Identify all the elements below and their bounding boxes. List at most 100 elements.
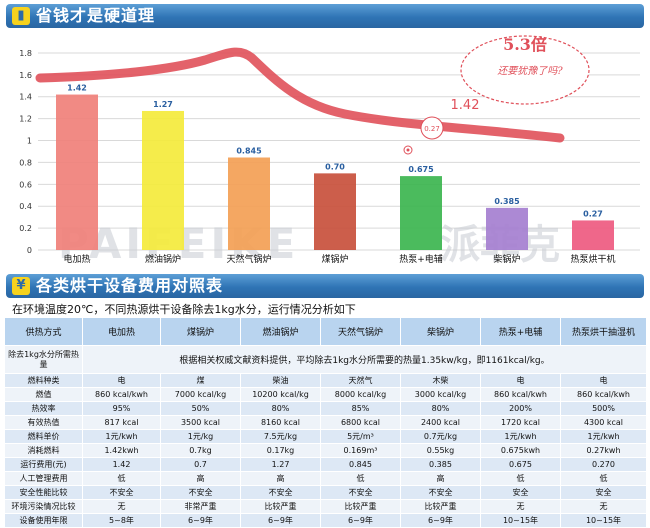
table-cell: 0.7 [160, 457, 241, 472]
table-cell: 不安全 [320, 485, 401, 500]
table-header-cell: 柴锅炉 [400, 317, 481, 346]
table-cell: 高 [400, 471, 481, 486]
y-tick-label: 0.4 [19, 202, 32, 211]
row-label: 燃值 [4, 387, 83, 402]
table-row: 消耗燃料 1.42kwh 0.7kg 0.17kg 0.169m³ 0.55kg 0.675… [4, 443, 647, 458]
y-tick-label: 0.8 [19, 158, 32, 167]
chart-icon: ▮ [12, 7, 30, 25]
bar-value-label: 0.27 [583, 209, 603, 218]
table-cell: 1.42kwh [82, 443, 161, 458]
bar [572, 220, 614, 250]
bar [314, 173, 356, 250]
bar-value-label: 1.42 [67, 84, 87, 93]
table-cell: 0.17kg [240, 443, 321, 458]
table-cell: 6~9年 [160, 513, 241, 528]
bar [56, 94, 98, 251]
table-cell: 200% [480, 401, 561, 416]
y-tick-label: 0 [27, 246, 32, 255]
row-label: 运行费用(元) [4, 457, 83, 472]
row-label: 燃料单价 [4, 429, 83, 444]
table-cell: 80% [400, 401, 481, 416]
table-cell: 无 [82, 499, 161, 514]
value-labels: 1.42 1.27 0.845 0.70 0.675 0.385 0.27 [67, 84, 603, 219]
note-label: 除去1kg水分所需热量 [4, 345, 83, 374]
table-cell: 3000 kcal/kg [400, 387, 481, 402]
y-tick-label: 1.8 [19, 49, 32, 58]
table-cell: 不安全 [82, 485, 161, 500]
row-label: 消耗燃料 [4, 443, 83, 458]
table-cell: 6800 kcal [320, 415, 401, 430]
table-header-cell: 燃油锅炉 [240, 317, 321, 346]
bar [228, 157, 270, 250]
table-cell: 6~9年 [240, 513, 321, 528]
table-cell: 1元/kwh [82, 429, 161, 444]
y-tick-label: 0.6 [19, 180, 32, 189]
table-cell: 电 [560, 373, 647, 388]
table-cell: 安全 [560, 485, 647, 500]
y-axis-ticks: 0 0.2 0.4 0.6 0.8 1 1.2 1.4 1.6 1.8 [19, 49, 32, 255]
multiple-annotation: 5.3倍 [503, 35, 547, 54]
table-cell: 5~8年 [82, 513, 161, 528]
row-label: 安全性能比较 [4, 485, 83, 500]
table-cell: 5元/m³ [320, 429, 401, 444]
table-row: 燃值 860 kcal/kwh 7000 kcal/kg 10200 kcal/kg 8… [4, 387, 647, 402]
table-cell: 高 [160, 471, 241, 486]
table-cell: 低 [560, 471, 647, 486]
table-cell: 无 [480, 499, 561, 514]
bars [56, 94, 614, 251]
yen-icon: ¥ [12, 277, 30, 295]
bar [400, 176, 442, 250]
table-caption: 在环境温度20℃，不同热源烘干设备除去1kg水分，运行情况分析如下 [12, 303, 356, 316]
table-cell: 不安全 [400, 485, 481, 500]
row-label: 热效率 [4, 401, 83, 416]
table-cell: 柴油 [240, 373, 321, 388]
table-cell: 0.55kg [400, 443, 481, 458]
table-cell: 高 [240, 471, 321, 486]
curve-start-label: 1.42 [451, 98, 480, 113]
table-row: 安全性能比较 不安全 不安全 不安全 不安全 不安全 安全 安全 [4, 485, 647, 500]
handwritten-annotation: 还要犹豫了吗? [497, 65, 563, 77]
table-cell: 95% [82, 401, 161, 416]
bar-value-label: 0.70 [325, 162, 345, 171]
category-label: 电加热 [63, 253, 90, 265]
chart-section-header: ▮ 省钱才是硬道理 [6, 4, 644, 28]
table-cell: 1720 kcal [480, 415, 561, 430]
table-cell: 0.7元/kg [400, 429, 481, 444]
row-label: 燃料种类 [4, 373, 83, 388]
table-cell: 0.27kwh [560, 443, 647, 458]
table-cell: 不安全 [160, 485, 241, 500]
table-cell: 比较严重 [240, 499, 321, 514]
table-cell: 安全 [480, 485, 561, 500]
table-header-cell: 天然气锅炉 [320, 317, 401, 346]
table-cell: 860 kcal/kwh [560, 387, 647, 402]
multiple-callout [460, 35, 590, 105]
table-cell: 860 kcal/kwh [82, 387, 161, 402]
table-cell: 6~9年 [320, 513, 401, 528]
table-cell: 10~15年 [560, 513, 647, 528]
note-text: 根据相关权威文献资料提供，平均除去1kg水分所需要的热量1.35kw/kg，即1… [82, 345, 647, 374]
curve-end-marker [420, 116, 444, 140]
table-cell: 7000 kcal/kg [160, 387, 241, 402]
table-header-cell: 电加热 [82, 317, 161, 346]
table-section-header: ¥ 各类烘干设备费用对照表 [6, 274, 644, 298]
table-cell: 0.845 [320, 457, 401, 472]
table-cell: 817 kcal [82, 415, 161, 430]
table-cell: 80% [240, 401, 321, 416]
table-cell: 2400 kcal [400, 415, 481, 430]
table-row: 人工管理费用低高高低高低低 [4, 471, 647, 486]
row-label: 人工管理费用 [4, 471, 83, 486]
bar-value-label: 1.27 [153, 100, 173, 109]
table-header-cell: 热泵烘干抽湿机 [560, 317, 647, 346]
category-label: 天然气锅炉 [226, 253, 271, 265]
table-cell: 7.5元/kg [240, 429, 321, 444]
row-label: 有效热值 [4, 415, 83, 430]
table-cell: 500% [560, 401, 647, 416]
table-cell: 8000 kcal/kg [320, 387, 401, 402]
table-note-row: 除去1kg水分所需热量 根据相关权威文献资料提供，平均除去1kg水分所需要的热量1… [4, 345, 647, 374]
table-cell: 不安全 [240, 485, 321, 500]
table-cell: 无 [560, 499, 647, 514]
table-section-title: 各类烘干设备费用对照表 [36, 276, 224, 295]
table-cell: 非常严重 [160, 499, 241, 514]
category-label: 柴锅炉 [493, 253, 520, 265]
row-label: 设备使用年限 [4, 513, 83, 528]
